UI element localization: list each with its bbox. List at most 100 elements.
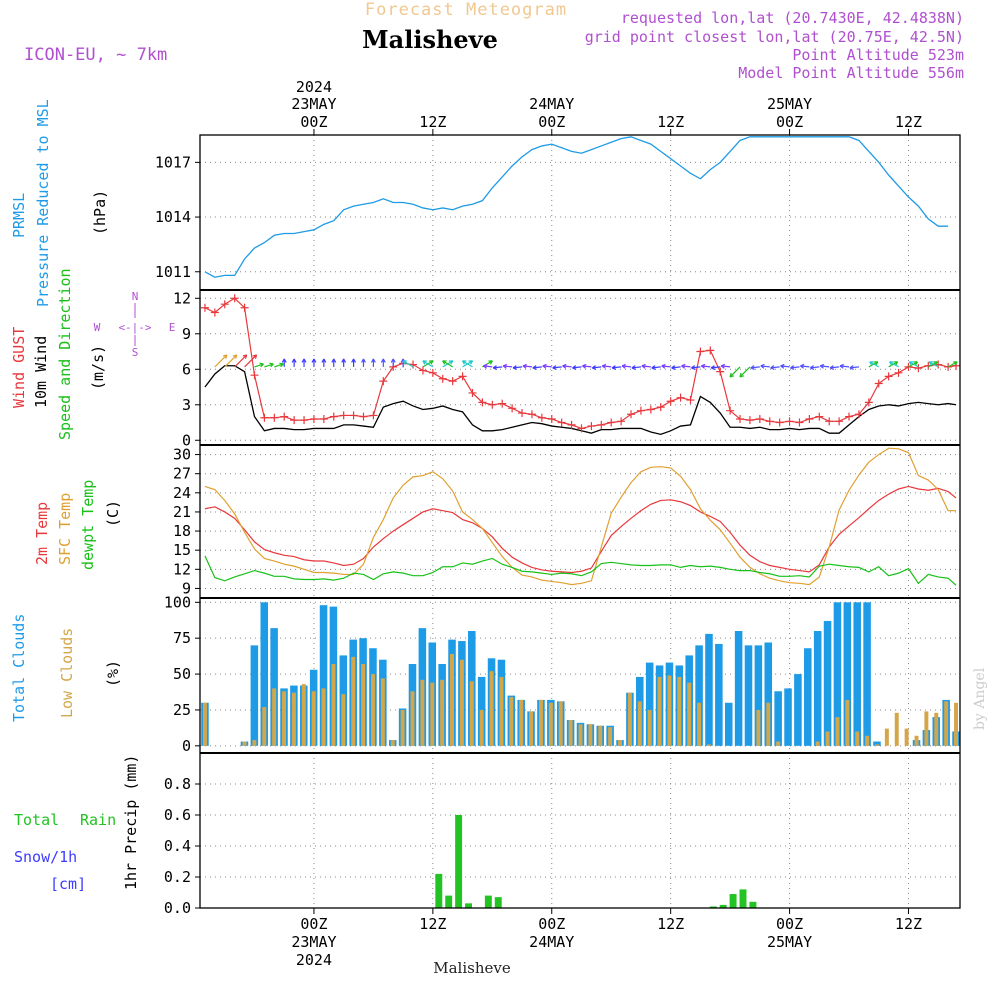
- low-cloud-bar: [687, 682, 692, 746]
- wind-arrow-head: [790, 365, 795, 370]
- gust-marker: [864, 398, 873, 407]
- compass-n: N: [132, 290, 139, 303]
- bottom-location: Malisheve: [433, 959, 511, 977]
- t2m-line: [204, 485, 957, 574]
- gust-marker: [736, 414, 745, 423]
- wind-direction-arrow: [790, 366, 800, 369]
- wind-arrow-head: [522, 363, 527, 369]
- low-cloud-bar: [301, 684, 306, 746]
- gust-marker: [547, 414, 556, 423]
- gust-marker: [240, 303, 249, 312]
- top-hour-label: 00Z: [776, 113, 803, 131]
- y-tick-label: 0: [182, 431, 191, 449]
- gust-marker: [349, 411, 358, 420]
- wind-direction-arrow: [552, 366, 562, 369]
- total-cloud-bar: [319, 605, 328, 746]
- low-cloud-bar: [815, 741, 820, 746]
- sfc-line: [204, 447, 957, 586]
- gust-line: [204, 297, 957, 430]
- wind-direction-arrow: [869, 361, 880, 368]
- gust-marker: [775, 418, 784, 427]
- low-cloud-bar: [914, 735, 919, 746]
- total-cloud-bar: [695, 645, 703, 746]
- total-cloud-label: Total Clouds: [10, 614, 28, 722]
- dew-label: dewpt Temp: [79, 480, 97, 570]
- wind-direction-arrow: [810, 366, 820, 369]
- wind-direction-arrow: [721, 365, 731, 368]
- wind-arrow-head: [889, 361, 894, 366]
- bottom-hour-label: 12Z: [657, 915, 684, 933]
- low-cloud-bar: [390, 740, 395, 746]
- wind-arrow-head: [461, 360, 467, 365]
- wind-arrow-head: [770, 365, 775, 370]
- wind-direction-arrow: [839, 365, 850, 368]
- gust-marker: [478, 398, 487, 407]
- low-cloud-bar: [766, 702, 771, 746]
- wind-direction-arrow: [701, 365, 711, 368]
- compass-s: S: [132, 346, 139, 359]
- gust-marker: [666, 397, 675, 406]
- y-tick-label: 0.4: [164, 837, 191, 855]
- gust-marker: [825, 417, 834, 426]
- wind-arrow-head: [502, 363, 508, 369]
- wind-direction-arrow: [234, 354, 248, 368]
- wind-dir-label: Speed and Direction: [56, 268, 74, 440]
- wind-arrow-head: [710, 365, 716, 370]
- total-cloud-bar: [754, 645, 763, 746]
- wind-direction-arrow: [729, 366, 741, 378]
- gust-marker: [617, 417, 626, 426]
- total-cloud-bar: [873, 741, 881, 746]
- wind-arrow-head: [729, 372, 735, 378]
- low-cloud-bar: [904, 728, 909, 746]
- low-cloud-bar: [341, 694, 346, 746]
- total-cloud-bar: [734, 631, 743, 746]
- total-cloud-bar: [833, 602, 842, 746]
- gust-marker: [518, 409, 527, 418]
- top-date-label: 25MAY: [767, 95, 812, 113]
- wind-arrow-head: [442, 360, 447, 365]
- y-tick-label: 30: [173, 446, 191, 464]
- gust-marker: [379, 377, 388, 386]
- gust-marker: [646, 405, 655, 414]
- low-cloud-bar: [252, 740, 257, 746]
- y-tick-label: 25: [173, 701, 191, 719]
- gust-marker: [418, 366, 427, 375]
- gust-marker: [329, 412, 338, 421]
- wind-direction-arrow: [402, 360, 414, 368]
- y-tick-label: 0.2: [164, 868, 191, 886]
- wind-arrow-head: [849, 365, 854, 370]
- gust-marker: [676, 393, 685, 402]
- total-cloud-bar: [823, 620, 832, 746]
- wind-arrow-head: [611, 365, 617, 370]
- wind-arrow-head: [331, 358, 337, 363]
- low-cloud-bar: [667, 675, 672, 746]
- low-cloud-bar: [934, 712, 939, 746]
- low-cloud-bar: [351, 656, 356, 746]
- gust-marker: [527, 410, 536, 419]
- low-cloud-bar: [479, 709, 484, 746]
- gust-marker: [290, 416, 299, 425]
- low-cloud-bar: [469, 681, 474, 746]
- gust-marker: [597, 420, 606, 429]
- y-tick-label: 100: [164, 593, 191, 611]
- wind-direction-arrow: [562, 365, 572, 368]
- low-cloud-bar: [647, 709, 652, 746]
- total-cloud-bar: [250, 645, 259, 746]
- gust-marker: [656, 403, 665, 412]
- total-cloud-bar: [804, 648, 812, 746]
- low-cloud-bar: [282, 691, 286, 746]
- low-cloud-bar: [548, 702, 553, 746]
- wind-direction-arrow: [641, 365, 651, 368]
- low-cloud-bar: [272, 688, 277, 746]
- low-cloud-bar: [568, 719, 573, 746]
- wind-arrow-head: [341, 358, 347, 363]
- low-cloud-bar: [331, 664, 336, 746]
- gust-marker: [498, 399, 507, 408]
- gust-marker: [795, 418, 804, 427]
- low-cloud-bar: [499, 676, 504, 746]
- low-cloud-bar: [538, 699, 543, 746]
- wind-arrow-head: [800, 363, 805, 369]
- wind-arrow-head: [361, 358, 366, 363]
- low-cloud-bar: [677, 676, 682, 746]
- top-hour-label: 00Z: [300, 113, 327, 131]
